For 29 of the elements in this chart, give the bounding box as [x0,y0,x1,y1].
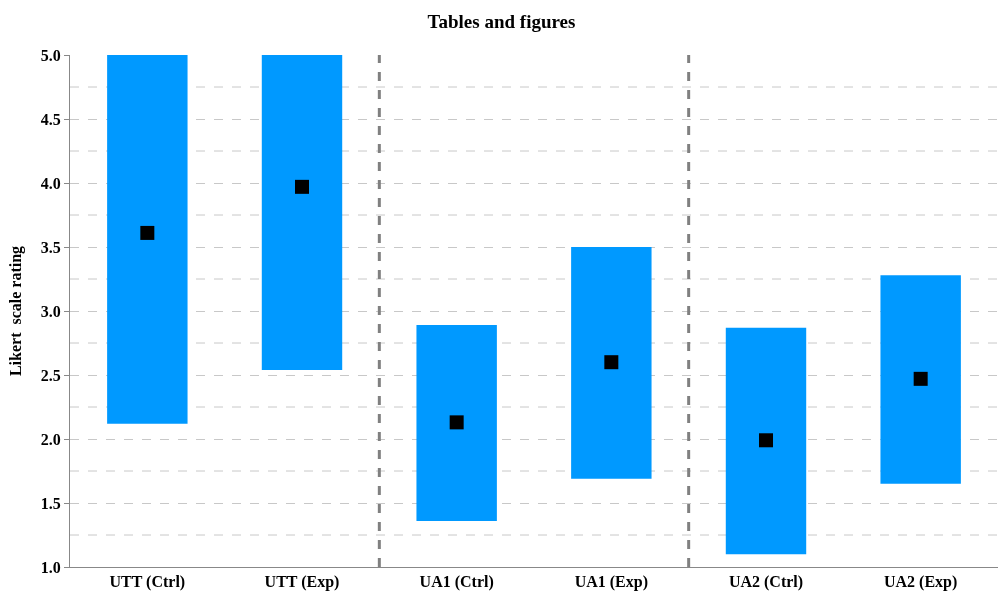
point [295,179,309,194]
x-tick-label: UA2 (Exp) [884,573,958,592]
point [759,433,773,448]
y-tick-label: 3.5 [40,238,61,256]
bar [880,275,961,484]
x-tick-label: UTT (Ctrl) [109,573,186,592]
y-tick-label: 1.0 [40,558,61,576]
bar [725,327,807,555]
x-tick-label: UA1 (Ctrl) [419,573,494,592]
y-tick-label: 4.5 [40,110,61,128]
y-tick-label: 2.0 [40,430,61,448]
y-tick-label: 5.0 [40,46,61,64]
y-tick-label: 4.0 [40,174,61,192]
point [604,355,619,370]
point [913,371,928,386]
chart-title: Tables and figures [427,11,576,33]
y-axis-title: Likert scale rating [6,245,25,377]
y-tick-label: 1.5 [40,494,61,512]
bar [107,55,188,424]
x-tick-label: UA1 (Exp) [574,573,648,592]
bar [261,55,343,370]
x-tick-label: UA2 (Ctrl) [728,573,804,592]
point [140,225,155,240]
point [449,415,464,430]
bar [571,247,652,479]
bar [416,325,497,521]
x-tick-label: UTT (Exp) [264,573,340,592]
y-tick-label: 2.5 [40,366,61,384]
y-tick-label: 3.0 [40,302,61,320]
